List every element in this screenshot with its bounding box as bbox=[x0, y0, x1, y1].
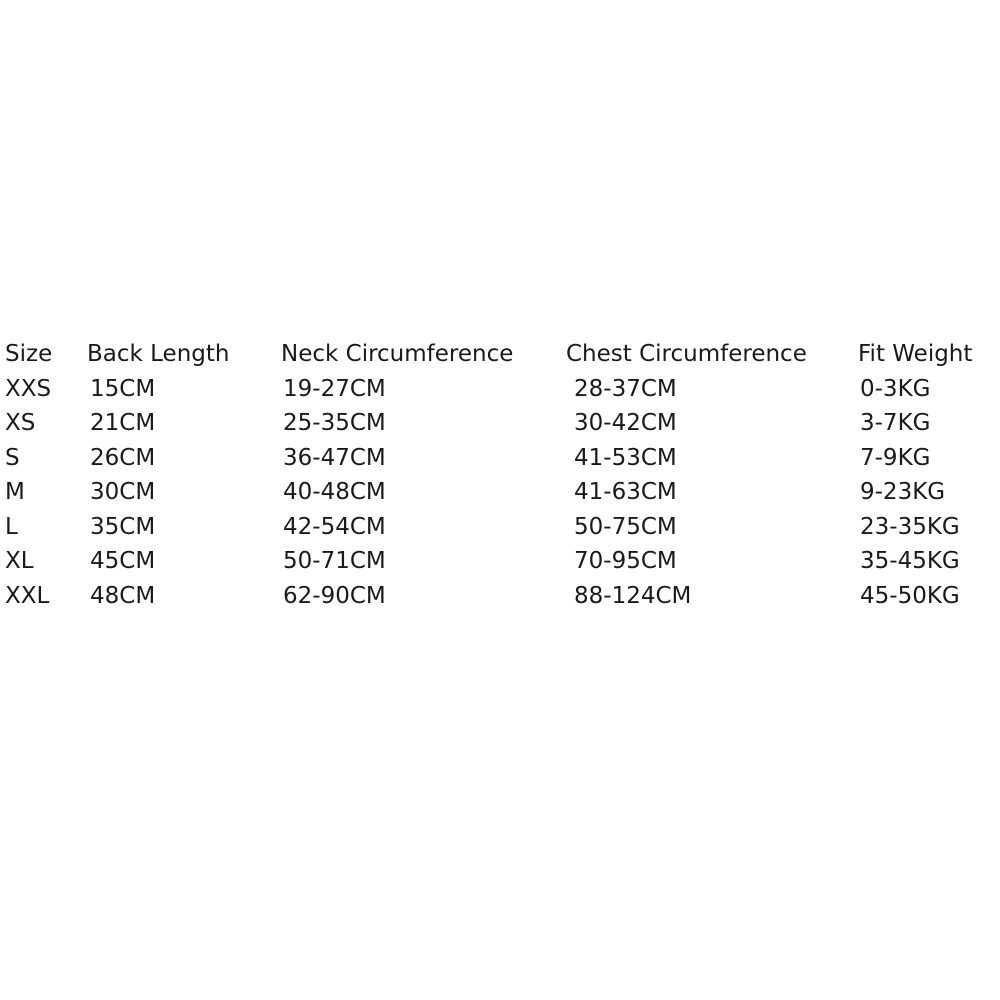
cell-neck-circumference: 40-48CM bbox=[283, 479, 386, 505]
header-fit-weight: Fit Weight bbox=[858, 341, 973, 367]
cell-back-length: 26CM bbox=[90, 444, 156, 471]
cell-size: S bbox=[5, 444, 20, 471]
cell-chest-circumference: 70-95CM bbox=[574, 548, 677, 574]
cell-neck-circumference: 25-35CM bbox=[283, 410, 386, 436]
cell-fit-weight: 23-35KG bbox=[860, 513, 960, 540]
cell-back-length: 30CM bbox=[90, 479, 156, 505]
cell-chest-circumference: 88-124CM bbox=[574, 582, 692, 609]
cell-back-length: 48CM bbox=[90, 582, 156, 609]
cell-neck-circumference: 36-47CM bbox=[283, 444, 386, 471]
header-size: Size bbox=[5, 341, 53, 367]
cell-neck-circumference: 50-71CM bbox=[283, 548, 386, 574]
header-back-length: Back Length bbox=[87, 341, 230, 367]
cell-chest-circumference: 28-37CM bbox=[574, 375, 677, 402]
cell-fit-weight: 35-45KG bbox=[860, 548, 960, 574]
table-row: L 35CM 42-54CM 50-75CM 23-35KG bbox=[0, 510, 1000, 545]
header-neck-circumference: Neck Circumference bbox=[281, 341, 514, 367]
cell-size: XXL bbox=[5, 582, 50, 609]
table-row: M 30CM 40-48CM 41-63CM 9-23KG bbox=[0, 475, 1000, 510]
cell-size: XL bbox=[5, 548, 34, 574]
table-row: XL 45CM 50-71CM 70-95CM 35-45KG bbox=[0, 544, 1000, 579]
table-row: XXS 15CM 19-27CM 28-37CM 0-3KG bbox=[0, 372, 1000, 407]
table-row: S 26CM 36-47CM 41-53CM 7-9KG bbox=[0, 441, 1000, 476]
cell-chest-circumference: 41-63CM bbox=[574, 479, 677, 505]
table-header-row: Size Back Length Neck Circumference Ches… bbox=[0, 337, 1000, 372]
cell-chest-circumference: 41-53CM bbox=[574, 444, 677, 471]
cell-back-length: 21CM bbox=[90, 410, 156, 436]
cell-fit-weight: 3-7KG bbox=[860, 410, 931, 436]
cell-neck-circumference: 42-54CM bbox=[283, 513, 386, 540]
cell-size: XS bbox=[5, 410, 36, 436]
cell-fit-weight: 45-50KG bbox=[860, 582, 960, 609]
cell-back-length: 35CM bbox=[90, 513, 156, 540]
cell-fit-weight: 9-23KG bbox=[860, 479, 946, 505]
table-row: XXL 48CM 62-90CM 88-124CM 45-50KG bbox=[0, 579, 1000, 614]
cell-neck-circumference: 62-90CM bbox=[283, 582, 386, 609]
header-chest-circumference: Chest Circumference bbox=[566, 341, 807, 367]
table-row: XS 21CM 25-35CM 30-42CM 3-7KG bbox=[0, 406, 1000, 441]
cell-back-length: 45CM bbox=[90, 548, 156, 574]
cell-neck-circumference: 19-27CM bbox=[283, 375, 386, 402]
cell-size: XXS bbox=[5, 375, 52, 402]
cell-size: L bbox=[5, 513, 18, 540]
cell-back-length: 15CM bbox=[90, 375, 156, 402]
cell-size: M bbox=[5, 479, 25, 505]
cell-chest-circumference: 30-42CM bbox=[574, 410, 677, 436]
cell-chest-circumference: 50-75CM bbox=[574, 513, 677, 540]
cell-fit-weight: 0-3KG bbox=[860, 375, 931, 402]
size-chart-table: Size Back Length Neck Circumference Ches… bbox=[0, 337, 1000, 613]
cell-fit-weight: 7-9KG bbox=[860, 444, 931, 471]
